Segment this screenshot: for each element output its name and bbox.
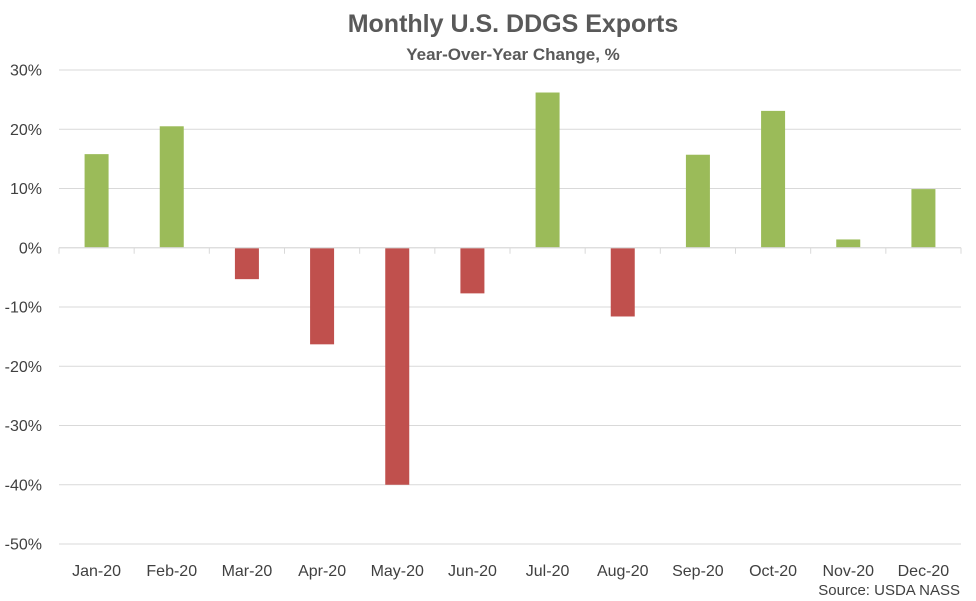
y-tick-label: 30% xyxy=(10,63,42,80)
bar-sep-20 xyxy=(685,154,710,248)
x-tick-label: Jan-20 xyxy=(72,563,121,580)
chart-subtitle: Year-Over-Year Change, % xyxy=(406,45,620,64)
x-tick-label: Mar-20 xyxy=(222,563,273,580)
bars xyxy=(84,92,936,485)
gridlines xyxy=(59,69,961,545)
bar-jul-20 xyxy=(535,92,560,248)
x-tick-label: Oct-20 xyxy=(749,563,797,580)
x-tick-label: Nov-20 xyxy=(822,563,874,580)
bar-nov-20 xyxy=(836,239,861,248)
bar-jun-20 xyxy=(460,247,485,294)
y-tick-label: -50% xyxy=(5,537,42,554)
y-tick-labels: 30% 20% 10% 0% -10% -20% -30% -40% -50% xyxy=(5,63,42,554)
source-note: Source: USDA NASS xyxy=(818,582,960,599)
bar-aug-20 xyxy=(610,247,635,317)
chart-title: Monthly U.S. DDGS Exports xyxy=(348,10,679,38)
y-tick-label: -40% xyxy=(5,477,42,494)
bar-apr-20 xyxy=(310,247,335,345)
bar-may-20 xyxy=(385,247,410,485)
axes xyxy=(58,247,962,254)
bar-jan-20 xyxy=(84,154,109,248)
x-tick-label: May-20 xyxy=(371,563,424,580)
y-tick-label: 0% xyxy=(19,240,42,257)
y-tick-label: 20% xyxy=(10,122,42,139)
x-tick-label: Jun-20 xyxy=(448,563,497,580)
x-tick-label: Sep-20 xyxy=(672,563,724,580)
bar-dec-20 xyxy=(911,189,936,248)
y-tick-label: -30% xyxy=(5,418,42,435)
bar-feb-20 xyxy=(159,126,184,248)
x-tick-labels: Jan-20 Feb-20 Mar-20 Apr-20 May-20 Jun-20 Jul-… xyxy=(72,563,949,580)
bar-oct-20 xyxy=(761,110,786,248)
x-tick-label: Apr-20 xyxy=(298,563,346,580)
x-tick-label: Aug-20 xyxy=(597,563,649,580)
x-tick-label: Feb-20 xyxy=(146,563,197,580)
x-tick-label: Dec-20 xyxy=(898,563,950,580)
y-tick-label: 10% xyxy=(10,181,42,198)
x-tick-label: Jul-20 xyxy=(526,563,570,580)
bar-mar-20 xyxy=(234,247,259,280)
y-tick-label: -20% xyxy=(5,359,42,376)
y-tick-label: -10% xyxy=(5,300,42,317)
